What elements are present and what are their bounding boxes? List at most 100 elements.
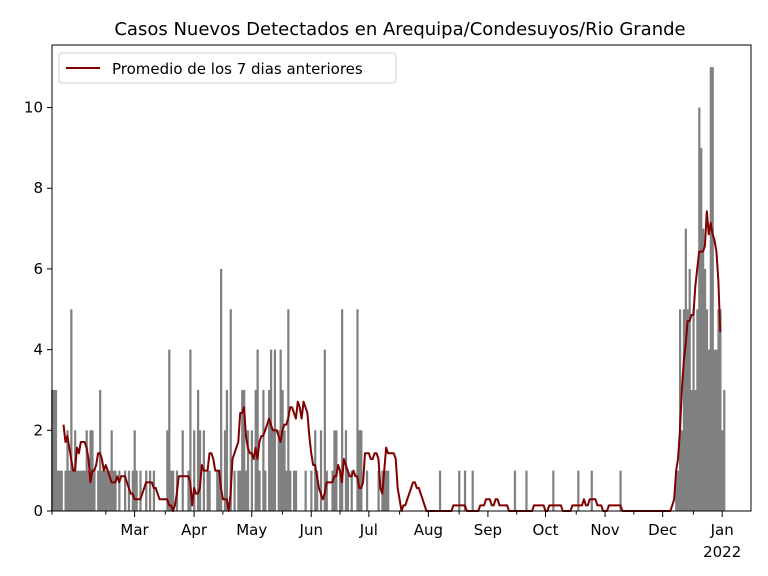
bar bbox=[285, 470, 288, 511]
y-tick-label: 8 bbox=[33, 179, 43, 197]
bar bbox=[358, 430, 361, 511]
bar bbox=[525, 470, 528, 511]
bar bbox=[250, 430, 253, 511]
bar bbox=[225, 389, 229, 511]
y-tick-label: 0 bbox=[33, 502, 43, 520]
bar bbox=[244, 470, 248, 511]
bar bbox=[705, 309, 709, 511]
bar bbox=[168, 349, 171, 511]
bar bbox=[356, 309, 359, 511]
x-tick-label: May bbox=[236, 521, 267, 539]
bar bbox=[243, 389, 246, 511]
bar bbox=[385, 470, 388, 511]
bar bbox=[52, 389, 56, 511]
x-tick-label: Mar bbox=[120, 521, 149, 539]
bar bbox=[218, 470, 221, 511]
bar bbox=[72, 470, 75, 511]
x-tick-label: Dec bbox=[648, 521, 677, 539]
bar bbox=[577, 470, 580, 511]
bar bbox=[682, 309, 686, 511]
bar bbox=[294, 470, 298, 511]
x-tick-label: Nov bbox=[590, 521, 619, 539]
bar bbox=[152, 470, 156, 511]
bar bbox=[112, 470, 115, 511]
bar bbox=[60, 470, 63, 511]
bar bbox=[709, 67, 712, 511]
bar bbox=[293, 470, 296, 511]
bar bbox=[139, 470, 142, 511]
bar bbox=[713, 349, 716, 511]
bar bbox=[124, 470, 127, 511]
bar bbox=[700, 147, 703, 511]
bar bbox=[145, 470, 148, 511]
bar bbox=[118, 470, 121, 511]
bar bbox=[277, 430, 280, 511]
bar bbox=[677, 470, 680, 511]
bar bbox=[256, 349, 259, 511]
bar bbox=[471, 470, 474, 511]
bar bbox=[287, 309, 290, 511]
bar bbox=[193, 430, 196, 511]
bar bbox=[77, 470, 81, 511]
bar bbox=[684, 228, 687, 511]
y-tick-label: 10 bbox=[24, 99, 43, 117]
bar bbox=[350, 470, 353, 511]
bar bbox=[64, 470, 67, 511]
x-year-label: 2022 bbox=[703, 543, 741, 561]
x-tick-label: Apr bbox=[181, 521, 208, 539]
bar bbox=[438, 470, 442, 511]
bar bbox=[198, 430, 202, 511]
bar bbox=[89, 430, 92, 511]
bar bbox=[223, 430, 227, 511]
bar bbox=[189, 349, 192, 511]
bar bbox=[694, 389, 697, 511]
bar bbox=[365, 470, 369, 511]
bar bbox=[246, 430, 250, 511]
bar bbox=[97, 470, 100, 511]
bar bbox=[279, 349, 282, 511]
bar bbox=[114, 470, 117, 511]
bar bbox=[344, 430, 348, 511]
bar bbox=[133, 430, 136, 511]
bar bbox=[325, 470, 328, 511]
bar bbox=[310, 470, 313, 511]
y-tick-label: 2 bbox=[33, 421, 43, 439]
bar bbox=[688, 268, 691, 511]
bar bbox=[81, 470, 84, 511]
bar bbox=[258, 470, 261, 511]
bar bbox=[229, 309, 232, 511]
bar bbox=[283, 430, 286, 511]
bar bbox=[590, 470, 593, 511]
bar bbox=[269, 349, 273, 511]
bar bbox=[346, 470, 349, 511]
legend-box bbox=[58, 52, 397, 84]
bar bbox=[719, 309, 722, 511]
x-tick-label: Jan bbox=[710, 521, 734, 539]
x-tick-label: Aug bbox=[414, 521, 443, 539]
bar bbox=[68, 470, 71, 511]
bar bbox=[66, 430, 69, 511]
plot-frame bbox=[51, 44, 752, 512]
bar bbox=[262, 389, 265, 511]
bar bbox=[102, 470, 106, 511]
bar bbox=[316, 470, 319, 511]
bar bbox=[360, 430, 363, 511]
y-tick-label: 4 bbox=[33, 341, 43, 359]
bar bbox=[690, 389, 693, 511]
x-tick-label: Jul bbox=[359, 521, 378, 539]
bar bbox=[333, 430, 336, 511]
bar bbox=[723, 389, 726, 511]
bar bbox=[241, 389, 244, 511]
bar bbox=[268, 389, 271, 511]
bar bbox=[319, 430, 323, 511]
bar bbox=[619, 470, 622, 511]
bar-series bbox=[51, 67, 726, 511]
bar bbox=[187, 470, 190, 511]
bar bbox=[680, 430, 684, 511]
bar bbox=[707, 349, 711, 511]
bar bbox=[87, 470, 90, 511]
bar bbox=[702, 228, 705, 511]
legend-label: Promedio de los 7 dias anteriores bbox=[112, 60, 363, 78]
bar bbox=[264, 470, 267, 511]
bar bbox=[675, 470, 678, 511]
